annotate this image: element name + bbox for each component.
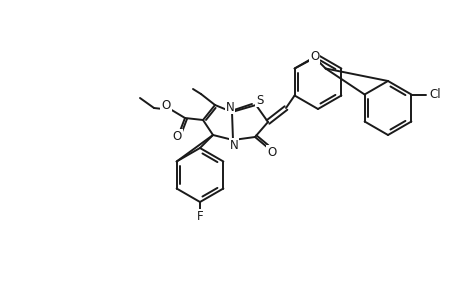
Text: O: O	[172, 130, 181, 142]
Text: O: O	[309, 50, 319, 63]
Text: O: O	[161, 98, 170, 112]
Text: F: F	[196, 209, 203, 223]
Text: S: S	[256, 94, 263, 106]
Text: Cl: Cl	[429, 88, 440, 101]
Text: O: O	[267, 146, 276, 158]
Text: N: N	[225, 100, 234, 113]
Text: N: N	[229, 139, 238, 152]
